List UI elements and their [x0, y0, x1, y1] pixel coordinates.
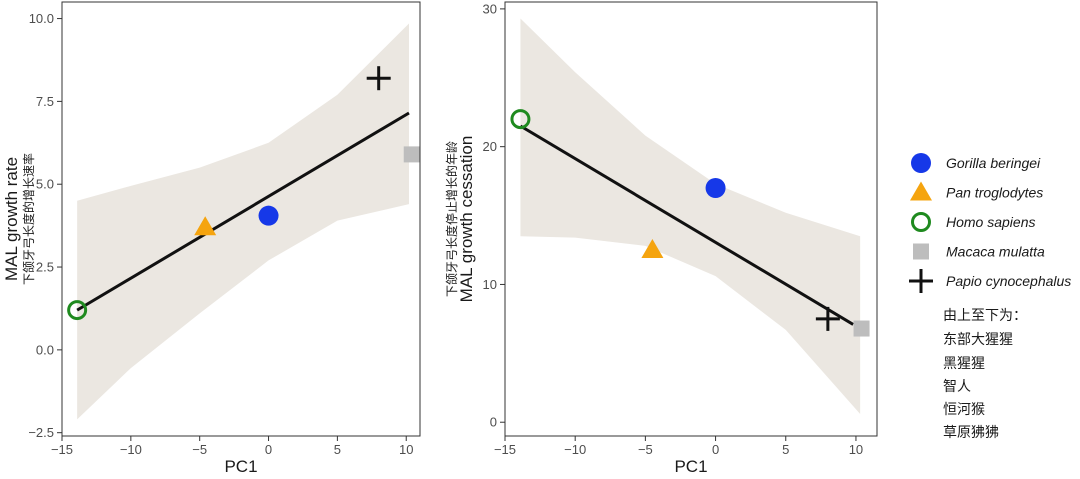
y-tick-label: 2.5	[36, 260, 54, 275]
x-tick-label: 0	[712, 442, 719, 457]
point-papio-cynocephalus	[366, 66, 391, 91]
legend-label: Macaca mulatta	[946, 244, 1045, 260]
y-tick-label: 30	[483, 1, 497, 16]
y-axis-title: MAL growth rate	[2, 157, 21, 281]
regression-line	[76, 111, 410, 312]
plot-frame	[61, 1, 421, 437]
y-tick-label: 10	[483, 277, 497, 292]
point-pan-troglodytes	[194, 216, 217, 236]
point-gorilla-beringei	[705, 178, 726, 198]
x-tick-label: −5	[192, 442, 207, 457]
y-tick-label: 5.0	[36, 177, 54, 192]
y-tick-label: 7.5	[36, 94, 54, 109]
panel-growth-cessation: −15 −10 −5 0 5 10 0 10 20 30 PC1 MAL growth cessa…	[444, 1, 878, 476]
legend-item-homo-sapiens: Homo sapiens	[911, 212, 1036, 232]
legend-key-square	[913, 243, 929, 260]
y-tick-label: 0.0	[36, 342, 54, 357]
point-pan-troglodytes	[641, 239, 664, 258]
plot-frame	[504, 1, 878, 437]
confidence-band	[520, 18, 861, 414]
legend-item-papio-cynocephalus: Papio cynocephalus	[909, 269, 1071, 293]
x-tick-label: 5	[334, 442, 341, 457]
legend-note-line: 草原狒狒	[943, 425, 999, 441]
legend-note-title: 由上至下为：	[943, 308, 1027, 324]
legend-note-line: 智人	[943, 379, 971, 395]
legend-key-cross	[909, 269, 933, 293]
y-axis-subtitle: 下颌牙弓长度停止增长的年龄	[444, 141, 459, 297]
x-tick-label: −10	[120, 442, 142, 457]
x-tick-label: −5	[638, 442, 653, 457]
legend-item-pan-troglodytes: Pan troglodytes	[910, 181, 1043, 201]
x-tick-label: 10	[849, 442, 863, 457]
y-tick-label: 10.0	[29, 11, 54, 26]
legend-label: Papio cynocephalus	[946, 273, 1071, 289]
point-homo-sapiens	[67, 300, 88, 321]
point-gorilla-beringei	[258, 205, 279, 226]
point-macaca-mulatta	[853, 320, 870, 337]
panel-growth-rate: −15 −10 −5 0 5 10 −2.5 0.0 2.5 5.0 7.5 10.0 PC1 MAL…	[2, 1, 421, 476]
point-macaca-mulatta	[403, 146, 420, 163]
legend-label: Pan troglodytes	[946, 185, 1043, 201]
legend-label: Homo sapiens	[946, 214, 1036, 230]
y-tick-label: 20	[483, 139, 497, 154]
x-axis-title: PC1	[224, 457, 257, 476]
y-tick-label: −2.5	[28, 425, 54, 440]
legend-note-line: 黑猩猩	[943, 356, 985, 372]
legend-note-line: 恒河猴	[943, 402, 985, 418]
legend-item-gorilla-beringei: Gorilla beringei	[911, 153, 1041, 173]
x-tick-label: −15	[51, 442, 73, 457]
x-tick-label: 10	[399, 442, 413, 457]
legend-item-macaca-mulatta: Macaca mulatta	[913, 243, 1045, 260]
x-tick-label: −15	[494, 442, 516, 457]
legend: Gorilla beringei Pan troglodytes Homo sapi…	[909, 153, 1071, 441]
x-tick-label: 5	[782, 442, 789, 457]
legend-key-ring	[911, 212, 931, 232]
legend-label: Gorilla beringei	[946, 155, 1041, 171]
y-axis-title: MAL growth cessation	[457, 136, 476, 303]
x-tick-label: −10	[564, 442, 586, 457]
y-axis-subtitle: 下颌牙弓长度的增长速率	[21, 153, 36, 285]
point-homo-sapiens	[510, 109, 531, 130]
legend-key-circle	[911, 153, 931, 173]
legend-note-line: 东部大猩猩	[943, 332, 1013, 348]
x-tick-label: 0	[265, 442, 272, 457]
x-axis-title: PC1	[674, 457, 707, 476]
y-tick-label: 0	[490, 415, 497, 430]
point-papio-cynocephalus	[815, 306, 840, 331]
legend-key-triangle	[910, 181, 932, 201]
confidence-band	[77, 23, 409, 420]
regression-line	[519, 124, 854, 326]
